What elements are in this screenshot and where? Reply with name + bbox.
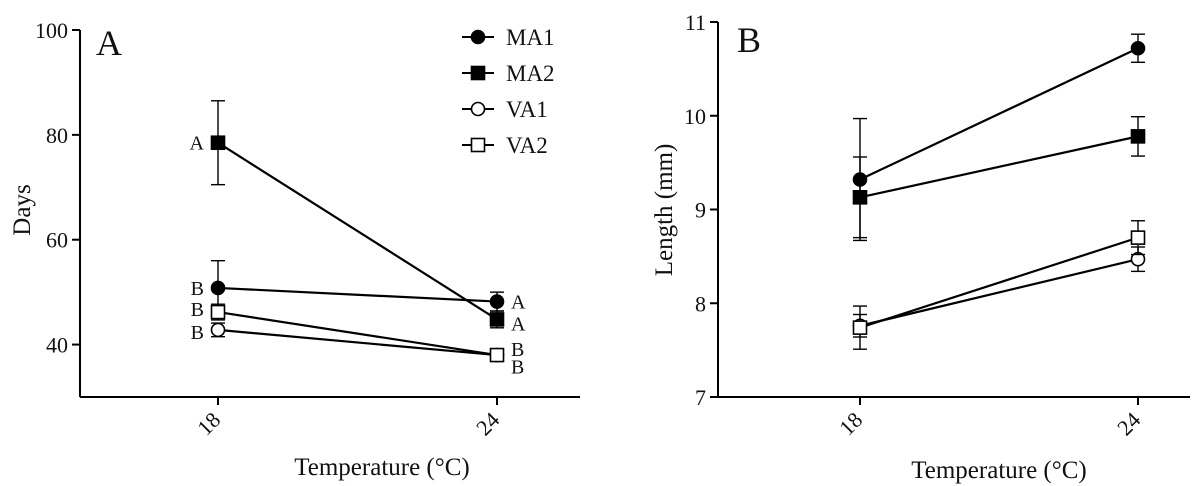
series-line bbox=[859, 236, 1139, 329]
legend-entry-ma2: MA2 bbox=[462, 61, 555, 86]
series-line bbox=[217, 310, 498, 357]
legend-label: MA2 bbox=[506, 61, 555, 86]
panel-label: A bbox=[96, 23, 122, 63]
y-axis-label: Days bbox=[9, 184, 36, 235]
legend-label: MA1 bbox=[506, 25, 555, 50]
y-tick-label: 8 bbox=[695, 291, 706, 316]
significance-label: A bbox=[511, 292, 526, 314]
legend-entry-va2: VA2 bbox=[462, 133, 548, 158]
y-tick-label: 11 bbox=[685, 10, 706, 35]
data-point bbox=[489, 294, 505, 309]
data-point bbox=[1130, 230, 1146, 245]
significance-label: B bbox=[191, 299, 204, 321]
legend-label: VA2 bbox=[506, 133, 548, 158]
y-tick-label: 9 bbox=[695, 198, 706, 223]
x-axis-label: Temperature (°C) bbox=[911, 457, 1087, 484]
legend-entry-va1: VA1 bbox=[462, 97, 548, 122]
series-ma2 bbox=[210, 100, 505, 329]
series-va1 bbox=[852, 246, 1146, 338]
legend-entry-ma1: MA1 bbox=[462, 25, 555, 50]
legend: MA1 MA2 VA1 VA2 bbox=[462, 25, 555, 158]
series-line bbox=[859, 258, 1139, 327]
significance-label: B bbox=[511, 357, 524, 379]
data-point bbox=[852, 320, 868, 335]
significance-label: B bbox=[511, 339, 524, 361]
legend-marker bbox=[470, 101, 486, 117]
data-point bbox=[852, 190, 868, 205]
series-va2 bbox=[210, 303, 505, 363]
x-tick-label: 24 bbox=[1112, 407, 1145, 440]
series-va1 bbox=[210, 322, 505, 363]
y-tick-label: 7 bbox=[695, 385, 706, 410]
legend-label: VA1 bbox=[506, 97, 548, 122]
y-tick-label: 10 bbox=[684, 104, 706, 129]
y-tick-label: 80 bbox=[46, 123, 68, 148]
data-point bbox=[1130, 129, 1146, 144]
x-tick-label: 24 bbox=[471, 407, 504, 440]
data-point bbox=[210, 135, 226, 151]
x-tick-label: 18 bbox=[834, 407, 867, 440]
data-point bbox=[210, 304, 226, 320]
data-point bbox=[1130, 40, 1146, 56]
series-line bbox=[217, 141, 498, 321]
series-line bbox=[859, 135, 1139, 199]
series-va2 bbox=[852, 220, 1146, 350]
significance-label: A bbox=[511, 314, 526, 336]
significance-label: B bbox=[191, 278, 204, 300]
significance-label: A bbox=[190, 133, 205, 155]
series-line bbox=[217, 286, 498, 303]
legend-marker bbox=[470, 65, 486, 81]
series-ma1 bbox=[852, 33, 1146, 242]
series-line bbox=[217, 328, 498, 357]
data-point bbox=[489, 312, 505, 327]
y-tick-label: 60 bbox=[46, 228, 68, 253]
series-ma2 bbox=[852, 115, 1146, 239]
y-axis-label: Length (mm) bbox=[651, 144, 678, 277]
x-tick-label: 18 bbox=[192, 407, 225, 440]
significance-label: B bbox=[191, 322, 204, 344]
y-tick-label: 100 bbox=[35, 18, 68, 43]
data-point bbox=[210, 280, 226, 296]
series-line bbox=[859, 47, 1139, 181]
series-ma1 bbox=[210, 259, 505, 316]
data-point bbox=[210, 322, 226, 338]
legend-marker bbox=[470, 137, 486, 153]
x-axis-label: Temperature (°C) bbox=[294, 454, 470, 481]
data-point bbox=[489, 347, 505, 363]
legend-marker bbox=[470, 29, 486, 45]
y-tick-label: 40 bbox=[46, 333, 68, 358]
chart-panel-b: 7 8 9 10 11 18 24 Temperature (°C) Length (mm) B bbox=[651, 10, 1190, 484]
panel-label: B bbox=[737, 20, 761, 60]
